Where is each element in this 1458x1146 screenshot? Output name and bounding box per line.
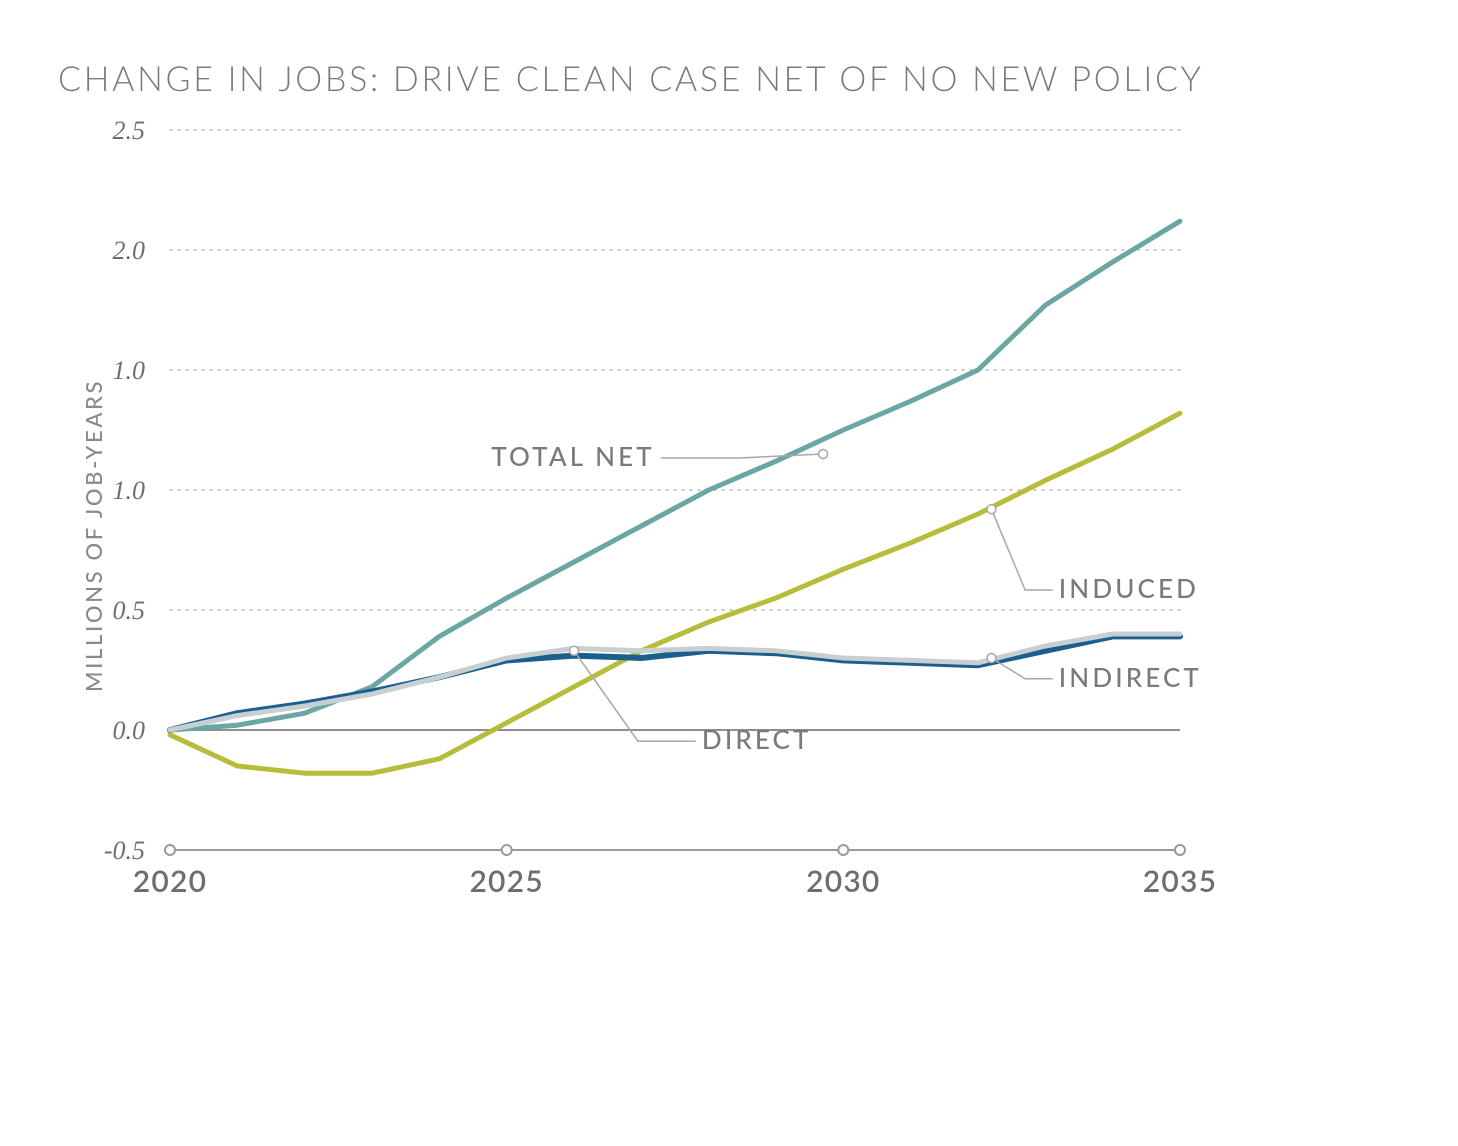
xaxis-marker bbox=[1175, 845, 1185, 855]
ytick-label: 0.0 bbox=[113, 716, 146, 745]
ytick-label: -0.5 bbox=[104, 836, 145, 865]
ytick-label: 1.0 bbox=[113, 476, 146, 505]
xaxis-marker bbox=[838, 845, 848, 855]
ytick-label: 0.5 bbox=[113, 596, 146, 625]
ytick-label: 1.0 bbox=[113, 356, 146, 385]
series-label: DIRECT bbox=[702, 723, 812, 755]
leader-endpoint bbox=[987, 505, 996, 514]
series-label: INDUCED bbox=[1059, 572, 1199, 604]
yaxis-title: MILLIONS OF JOB-YEARS bbox=[80, 379, 107, 692]
ytick-label: 2.5 bbox=[113, 116, 146, 145]
series-label: TOTAL NET bbox=[491, 440, 655, 472]
ytick-label: 2.0 bbox=[113, 236, 146, 265]
chart-svg: -0.5 0.0 0.5 1.0 1.0 2.0 2.5 2020 2025 2030 2035 TO… bbox=[0, 0, 1458, 1146]
leader-endpoint bbox=[819, 450, 828, 459]
xtick-label: 2035 bbox=[1143, 863, 1217, 899]
chart-container: CHANGE IN JOBS: DRIVE CLEAN CASE NET OF … bbox=[0, 0, 1458, 1146]
leader-endpoint bbox=[987, 654, 996, 663]
xtick-label: 2025 bbox=[469, 863, 543, 899]
xtick-label: 2020 bbox=[133, 863, 207, 899]
series-label: INDIRECT bbox=[1059, 661, 1202, 693]
xaxis-marker bbox=[165, 845, 175, 855]
xtick-label: 2030 bbox=[806, 863, 880, 899]
leader-endpoint bbox=[570, 646, 579, 655]
chart-title: CHANGE IN JOBS: DRIVE CLEAN CASE NET OF … bbox=[58, 58, 1204, 99]
xaxis-marker bbox=[502, 845, 512, 855]
